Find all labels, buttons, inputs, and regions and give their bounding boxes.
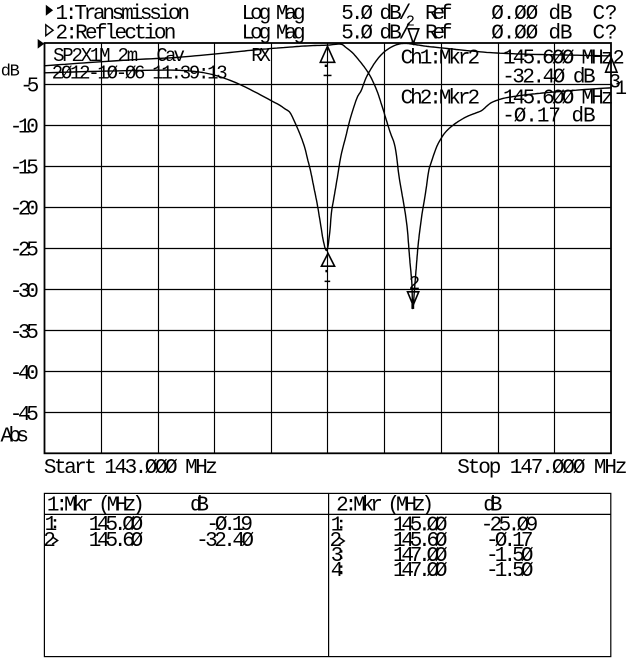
svg-text:Ref: Ref <box>425 23 453 46</box>
svg-text:2: 2 <box>330 530 343 553</box>
svg-text:147.ØØ: 147.ØØ <box>393 560 448 583</box>
svg-text:Ch1:Mkr2: Ch1:Mkr2 <box>401 47 481 70</box>
svg-text:Ø.ØØ dB: Ø.ØØ dB <box>491 3 572 26</box>
svg-text:Ref: Ref <box>425 3 453 26</box>
svg-text:145.6ØØ MHz: 145.6ØØ MHz <box>503 88 614 111</box>
svg-text:-45: -45 <box>10 404 39 427</box>
svg-text:5.Ø dB/: 5.Ø dB/ <box>341 23 411 46</box>
svg-text:2:Reflection: 2:Reflection <box>56 23 177 46</box>
svg-text:C?: C? <box>593 3 618 26</box>
svg-text:3: 3 <box>609 72 621 95</box>
svg-text:Abs: Abs <box>1 426 30 449</box>
svg-text:Ø.ØØ dB: Ø.ØØ dB <box>491 23 572 46</box>
svg-text:Ch2:Mkr2: Ch2:Mkr2 <box>401 88 481 111</box>
svg-text:-35: -35 <box>10 322 39 345</box>
svg-text:dB: dB <box>1 62 20 81</box>
svg-text:-32.4Ø: -32.4Ø <box>196 530 254 553</box>
svg-text:-1.5Ø: -1.5Ø <box>486 545 534 568</box>
svg-text:1: 1 <box>615 78 627 101</box>
svg-text:-15: -15 <box>10 158 39 181</box>
svg-text:2: 2 <box>613 48 625 71</box>
svg-text:-Ø.17 dB: -Ø.17 dB <box>502 106 595 129</box>
svg-text:Log Mag: Log Mag <box>242 23 306 46</box>
svg-text:SP2X1M 2m: SP2X1M 2m <box>53 45 138 67</box>
svg-text:Stop 147.ØØØ MHz: Stop 147.ØØØ MHz <box>457 457 627 480</box>
svg-text:1:Transmission: 1:Transmission <box>56 3 191 26</box>
svg-text:2:Mkr (MHz): 2:Mkr (MHz) <box>336 495 434 518</box>
svg-text:dB: dB <box>190 495 209 518</box>
svg-text:-Ø.17: -Ø.17 <box>486 530 534 553</box>
svg-text:-1.5Ø: -1.5Ø <box>486 560 534 583</box>
svg-text:-5: -5 <box>20 76 39 99</box>
svg-text:Log Mag: Log Mag <box>242 3 306 26</box>
svg-text:dB: dB <box>483 495 502 518</box>
svg-text:2: 2 <box>409 273 420 295</box>
svg-text:147.ØØ: 147.ØØ <box>393 545 448 568</box>
svg-text:2: 2 <box>43 530 56 553</box>
svg-text:Cav: Cav <box>156 45 185 67</box>
svg-text:RX: RX <box>251 45 271 67</box>
svg-text:-Ø.19: -Ø.19 <box>206 514 253 537</box>
svg-text:145.6ØØ MHz: 145.6ØØ MHz <box>503 47 614 70</box>
svg-text:-40: -40 <box>10 363 39 386</box>
svg-text:4: 4 <box>331 560 344 583</box>
svg-text:2Ø12-1Ø-Ø6 11:39:13: 2Ø12-1Ø-Ø6 11:39:13 <box>52 62 228 84</box>
svg-text:5.Ø dB/: 5.Ø dB/ <box>341 3 411 26</box>
svg-text:-20: -20 <box>10 199 39 222</box>
svg-text:-32.4Ø dB: -32.4Ø dB <box>502 66 595 89</box>
svg-text:145.6Ø: 145.6Ø <box>89 530 144 553</box>
svg-text:C?: C? <box>593 23 618 46</box>
svg-text:145.ØØ: 145.ØØ <box>393 515 448 538</box>
svg-text:145.ØØ: 145.ØØ <box>89 514 144 537</box>
svg-text:-10: -10 <box>10 117 39 140</box>
svg-text:145.6Ø: 145.6Ø <box>393 530 448 553</box>
svg-text:-30: -30 <box>10 281 39 304</box>
svg-text:Start 143.ØØØ MHz: Start 143.ØØØ MHz <box>44 457 218 480</box>
svg-text:-25.Ø9: -25.Ø9 <box>481 515 539 538</box>
svg-text:2: 2 <box>406 13 415 30</box>
svg-text:1:Mkr (MHz): 1:Mkr (MHz) <box>47 495 145 518</box>
svg-text:-25: -25 <box>10 240 39 263</box>
